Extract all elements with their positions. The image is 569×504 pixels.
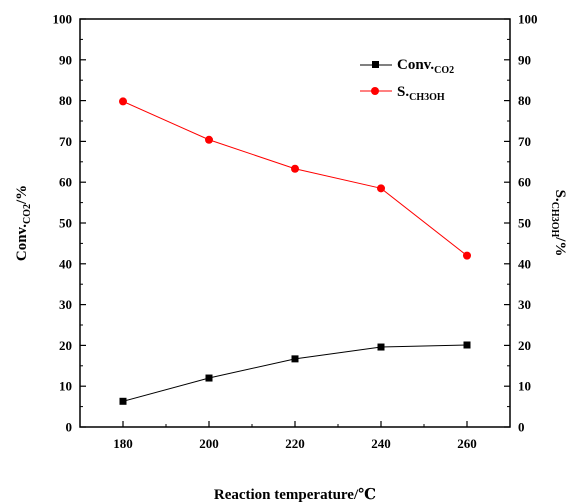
y-left-tick-label: 60 — [59, 175, 72, 190]
data-point-sel — [377, 184, 385, 193]
data-point-sel — [205, 135, 213, 144]
data-point-sel — [463, 251, 471, 260]
data-point-conv — [463, 341, 471, 349]
legend-label-sel: S.CH3OH — [397, 84, 445, 103]
series-group — [119, 97, 471, 405]
y-right-tick-label: 70 — [518, 134, 531, 149]
y-right-tick-label: 80 — [518, 93, 531, 108]
y-right-tick-label: 90 — [518, 52, 531, 67]
x-tick-label: 200 — [199, 436, 219, 451]
data-point-sel — [291, 164, 299, 173]
y-left-suffix: /% — [14, 185, 30, 205]
legend: Conv.CO2 S.CH3OH — [360, 57, 454, 103]
y-axis-title-right: S.CH3OH/% — [549, 190, 568, 257]
y-left-tick-label: 100 — [53, 12, 73, 27]
legend-label-conv: Conv.CO2 — [397, 57, 454, 76]
y-axis-title-left: Conv.CO2/% — [14, 185, 33, 261]
x-tick-label: 180 — [113, 436, 133, 451]
y-right-main: S. — [552, 190, 568, 202]
legend-conv-sub: CO2 — [434, 65, 454, 76]
legend-marker-conv — [372, 61, 379, 68]
legend-sel-sub: CH3OH — [409, 92, 445, 103]
y-left-tick-label: 10 — [59, 379, 72, 394]
y-right-tick-label: 0 — [518, 420, 525, 435]
legend-marker-sel — [371, 87, 379, 95]
y-left-tick-label: 0 — [66, 420, 73, 435]
y-right-tick-label: 40 — [518, 256, 531, 271]
y-right-suffix: /% — [552, 236, 568, 256]
data-point-conv — [377, 343, 385, 351]
y-left-tick-label: 30 — [59, 297, 72, 312]
data-point-conv — [205, 374, 213, 382]
y-right-tick-label: 20 — [518, 338, 531, 353]
y-left-tick-label: 90 — [59, 52, 72, 67]
series-line-1 — [122, 100, 468, 257]
y-right-tick-label: 30 — [518, 297, 531, 312]
y-left-tick-label: 50 — [59, 216, 72, 231]
x-tick-label: 260 — [457, 436, 477, 451]
y-left-tick-label: 70 — [59, 134, 72, 149]
legend-conv-main: Conv. — [397, 57, 434, 73]
x-tick-label: 240 — [371, 436, 391, 451]
y-left-main: Conv. — [14, 224, 30, 261]
y-right-tick-label: 10 — [518, 379, 531, 394]
data-point-sel — [119, 97, 127, 106]
y-left-tick-label: 20 — [59, 338, 72, 353]
plot-frame — [79, 18, 511, 428]
y-left-tick-label: 80 — [59, 93, 72, 108]
y-left-tick-label: 40 — [59, 256, 72, 271]
y-right-sub: CH3OH — [549, 202, 560, 238]
tick-group: 0 0 10 10 20 20 30 30 40 40 50 50 60 60 70 70 80 80 90 90 10… — [53, 12, 538, 452]
y-right-tick-label: 100 — [518, 12, 538, 27]
series-line-0 — [122, 344, 468, 402]
x-axis-title: Reaction temperature/℃ — [214, 487, 376, 503]
y-right-tick-label: 60 — [518, 175, 531, 190]
y-right-tick-label: 50 — [518, 216, 531, 231]
legend-sel-main: S. — [397, 84, 409, 100]
data-point-conv — [291, 355, 299, 363]
data-point-conv — [119, 397, 127, 405]
y-left-sub: CO2 — [22, 204, 33, 224]
x-tick-label: 220 — [285, 436, 305, 451]
